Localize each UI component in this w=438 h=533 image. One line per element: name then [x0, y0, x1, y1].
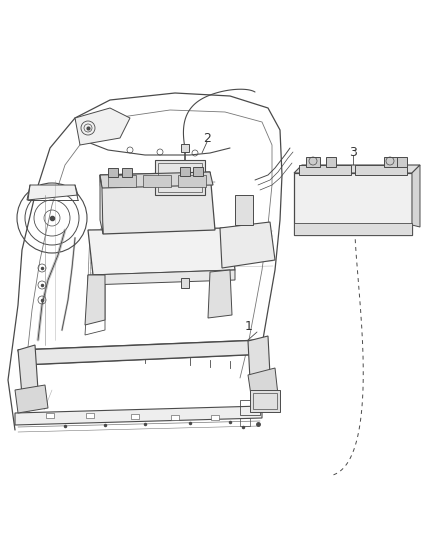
Bar — [86, 413, 94, 418]
Bar — [326, 157, 336, 167]
Polygon shape — [412, 165, 420, 227]
Bar — [181, 144, 189, 152]
Bar — [158, 163, 202, 192]
Bar — [397, 157, 407, 167]
Bar — [294, 223, 412, 235]
Polygon shape — [248, 336, 270, 380]
Bar — [193, 167, 203, 176]
Polygon shape — [208, 270, 232, 318]
Bar — [211, 415, 219, 420]
Bar — [143, 175, 171, 187]
Text: 2: 2 — [203, 132, 211, 144]
Bar — [306, 157, 320, 167]
Bar — [181, 278, 189, 288]
Polygon shape — [100, 172, 215, 234]
Polygon shape — [88, 270, 235, 285]
Polygon shape — [220, 222, 275, 268]
Polygon shape — [75, 108, 130, 145]
Bar — [108, 168, 118, 177]
Polygon shape — [18, 345, 38, 395]
Bar — [46, 413, 54, 417]
Bar — [155, 160, 205, 195]
Bar — [240, 418, 250, 426]
Polygon shape — [100, 175, 103, 234]
Polygon shape — [15, 385, 48, 413]
Bar — [122, 168, 132, 177]
Bar — [299, 165, 351, 175]
Bar — [294, 173, 412, 235]
Bar — [171, 415, 179, 419]
Bar — [108, 175, 136, 187]
Polygon shape — [85, 275, 105, 325]
Polygon shape — [100, 172, 213, 188]
Bar — [384, 157, 398, 167]
Polygon shape — [15, 406, 262, 425]
Polygon shape — [88, 228, 235, 275]
Text: 3: 3 — [349, 146, 357, 158]
Text: 1: 1 — [245, 320, 253, 334]
Bar — [250, 390, 280, 412]
Bar — [355, 165, 407, 175]
Polygon shape — [294, 165, 420, 173]
Bar — [180, 167, 190, 176]
Polygon shape — [27, 185, 78, 200]
Bar — [178, 175, 206, 187]
Polygon shape — [248, 368, 278, 402]
Polygon shape — [18, 340, 268, 365]
Bar — [131, 414, 139, 419]
Bar — [238, 200, 246, 210]
Bar — [253, 393, 277, 409]
Bar — [240, 400, 260, 415]
Bar — [235, 195, 253, 225]
